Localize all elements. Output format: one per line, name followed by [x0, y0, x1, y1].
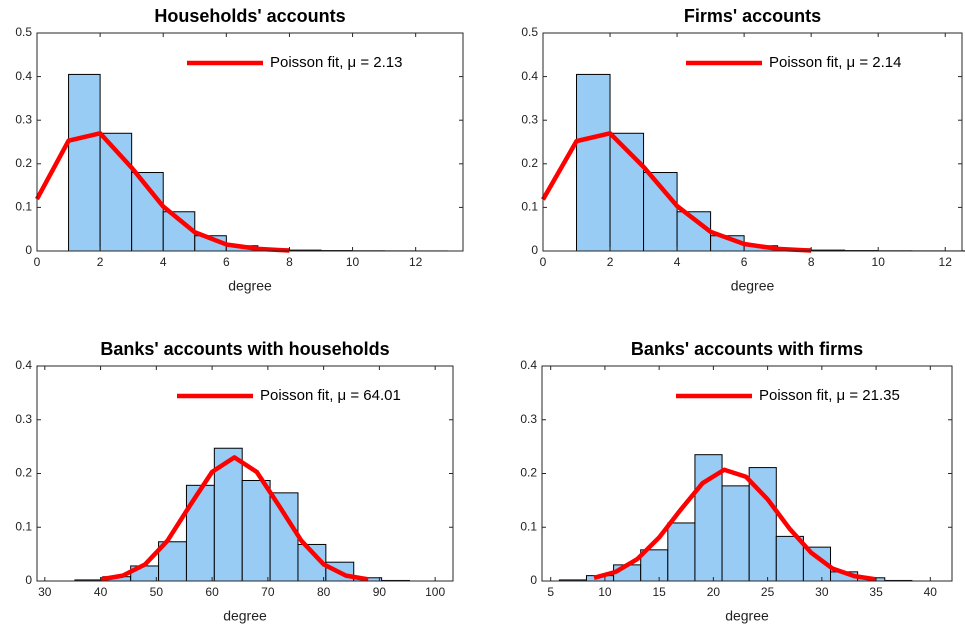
x-tick-label: 6: [223, 255, 230, 269]
x-tick-label: 4: [160, 255, 167, 269]
axes-box: [36, 32, 464, 252]
histogram-bar: [185, 484, 215, 582]
y-tick-label: 0.2: [15, 156, 32, 170]
x-tick-label: 20: [707, 585, 721, 599]
subplot-title: Firms' accounts: [684, 6, 821, 26]
subplot-title: Households' accounts: [154, 6, 345, 26]
x-tick-label: 10: [598, 585, 612, 599]
histogram-bar: [269, 492, 299, 582]
x-axis-label: degree: [731, 278, 775, 294]
x-tick-label: 40: [94, 585, 108, 599]
x-tick-label: 100: [425, 585, 445, 599]
histogram-bar: [68, 73, 101, 252]
y-tick-label: 0: [25, 573, 32, 587]
x-tick-label: 50: [150, 585, 164, 599]
histogram-bar: [775, 535, 804, 582]
x-tick-label: 90: [373, 585, 387, 599]
x-tick-label: 10: [346, 255, 360, 269]
y-tick-label: 0.1: [521, 200, 538, 214]
legend-label: Poisson fit, μ = 2.13: [270, 54, 402, 71]
y-tick-label: 0.3: [15, 112, 32, 126]
x-tick-label: 2: [607, 255, 614, 269]
subplot: Firms' accounts degree 0 2 4 6 8 10 12 0 0.1 0.2 0.3…: [521, 6, 965, 294]
y-tick-label: 0.1: [15, 519, 32, 533]
x-axis-label: degree: [725, 608, 769, 624]
x-tick-label: 8: [286, 255, 293, 269]
y-tick-label: 0.3: [521, 112, 538, 126]
y-tick-label: 0.4: [521, 69, 538, 83]
fit-line: [35, 131, 290, 253]
x-tick-label: 0: [34, 255, 41, 269]
x-tick-label: 12: [939, 255, 953, 269]
x-tick-label: 2: [97, 255, 104, 269]
y-tick-label: 0.2: [15, 466, 32, 480]
y-tick-label: 0.4: [15, 69, 32, 83]
y-tick-label: 0: [25, 243, 32, 257]
subplot: Banks' accounts with households degree 30 4…: [15, 339, 454, 624]
x-tick-label: 12: [409, 255, 423, 269]
x-axis-label: degree: [228, 278, 272, 294]
x-tick-label: 35: [869, 585, 883, 599]
x-tick-label: 30: [815, 585, 829, 599]
legend-label: Poisson fit, μ = 64.01: [260, 387, 401, 404]
histogram-bar: [667, 522, 696, 582]
y-tick-label: 0: [530, 573, 537, 587]
y-tick-label: 0.5: [521, 25, 538, 39]
fit-line: [541, 131, 812, 253]
x-tick-label: 80: [317, 585, 331, 599]
x-tick-label: 25: [761, 585, 775, 599]
x-tick-label: 60: [205, 585, 219, 599]
subplot: Households' accounts degree 0 2 4 6 8 10 12 0 0.1 0…: [15, 6, 464, 294]
x-tick-label: 15: [652, 585, 666, 599]
legend-label: Poisson fit, μ = 21.35: [759, 387, 900, 404]
y-tick-label: 0.3: [15, 412, 32, 426]
histogram-bar: [640, 549, 669, 582]
histogram-bar: [721, 485, 750, 582]
y-tick-label: 0.1: [15, 200, 32, 214]
x-tick-label: 5: [547, 585, 554, 599]
y-tick-label: 0: [531, 243, 538, 257]
y-tick-label: 0.2: [521, 156, 538, 170]
histogram-bar: [576, 73, 611, 252]
x-tick-label: 30: [38, 585, 52, 599]
subplot-title: Banks' accounts with households: [100, 339, 389, 359]
y-tick-label: 0.2: [520, 466, 537, 480]
histogram-bar: [241, 479, 271, 582]
y-tick-label: 0.5: [15, 25, 32, 39]
x-tick-label: 8: [808, 255, 815, 269]
x-tick-label: 4: [674, 255, 681, 269]
x-tick-label: 40: [924, 585, 938, 599]
x-tick-label: 70: [261, 585, 275, 599]
y-tick-label: 0.3: [520, 412, 537, 426]
x-tick-label: 10: [872, 255, 886, 269]
x-axis-label: degree: [223, 608, 267, 624]
subplot: Banks' accounts with firms degree 5 10 15 20 2…: [520, 339, 953, 624]
fit-line: [593, 467, 877, 582]
subplot-title: Banks' accounts with firms: [631, 339, 863, 359]
fit-line: [100, 455, 369, 582]
axes-box: [542, 32, 963, 252]
histogram-bar: [213, 447, 243, 582]
x-tick-label: 0: [540, 255, 547, 269]
y-tick-label: 0.4: [15, 358, 32, 372]
legend-label: Poisson fit, μ = 2.14: [769, 54, 901, 71]
x-tick-label: 6: [741, 255, 748, 269]
y-tick-label: 0.1: [520, 519, 537, 533]
y-tick-label: 0.4: [520, 358, 537, 372]
